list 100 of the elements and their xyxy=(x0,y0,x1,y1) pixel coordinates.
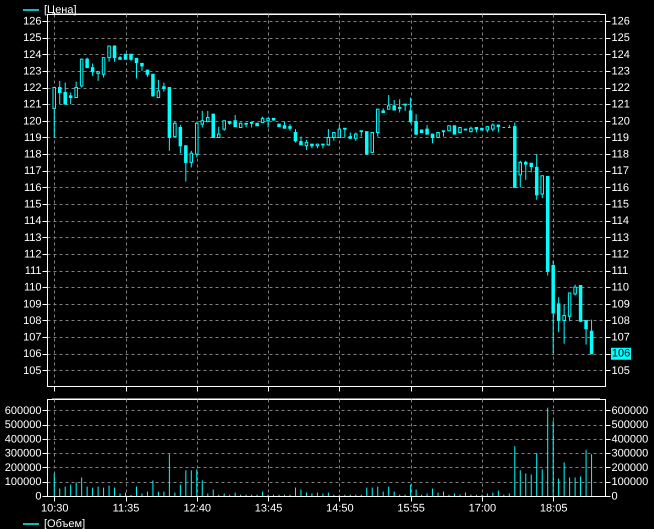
y-tick-label: 120 xyxy=(23,115,42,128)
candlestick xyxy=(392,100,396,110)
y2-tick-label: 500000 xyxy=(612,419,648,432)
y2-tick-label: 300000 xyxy=(612,448,648,460)
candlestick xyxy=(540,175,544,199)
y-tick-label: 106 xyxy=(23,348,42,360)
candlestick xyxy=(222,120,226,132)
candlestick xyxy=(107,45,111,62)
candlestick xyxy=(266,118,270,128)
y-tick-label: 112 xyxy=(24,248,42,260)
candlestick xyxy=(52,87,56,138)
y-tick-label: 114 xyxy=(24,215,42,228)
y2-tick-label: 113 xyxy=(612,232,630,244)
y-tick-label: 200000 xyxy=(4,462,42,474)
candlestick xyxy=(568,292,572,322)
candlestick xyxy=(200,110,204,128)
candlestick xyxy=(529,162,533,173)
y2-tick-label: 400000 xyxy=(612,433,648,446)
y-tick-label: 109 xyxy=(23,298,42,310)
y-tick-label: 118 xyxy=(24,148,42,161)
candlestick xyxy=(68,92,72,105)
candlestick xyxy=(326,128,330,146)
legend-label: [Объем] xyxy=(44,518,86,529)
x-tick-label: 12:40 xyxy=(184,502,212,514)
y-tick-label: 600000 xyxy=(4,404,42,417)
y2-tick-label: 126 xyxy=(612,15,630,28)
y2-tick-label: 119 xyxy=(612,132,630,144)
candlestick xyxy=(386,94,390,110)
candlestick xyxy=(430,134,434,144)
candlestick xyxy=(370,132,374,154)
candlestick xyxy=(211,114,215,138)
candlestick xyxy=(425,124,429,135)
y-tick-label: 107 xyxy=(23,332,42,344)
y2-tick-label: 117 xyxy=(612,165,630,178)
y2-tick-label: 118 xyxy=(612,148,630,161)
candlestick xyxy=(365,131,369,155)
candlestick xyxy=(156,80,160,98)
candlestick xyxy=(518,160,522,188)
candlestick xyxy=(584,320,588,346)
y-tick-label: 125 xyxy=(23,32,42,44)
y2-tick-label: 116 xyxy=(612,182,630,194)
candlestick xyxy=(112,45,116,62)
candlestick xyxy=(90,62,94,76)
y2-tick-label: 123 xyxy=(612,65,630,78)
y-tick-label: 111 xyxy=(24,265,42,278)
candlestick xyxy=(524,160,528,180)
y2-tick-label: 112 xyxy=(612,248,630,260)
candlestick xyxy=(376,108,380,138)
candlestick xyxy=(134,58,138,79)
y-tick-label: 113 xyxy=(24,232,42,244)
y-tick-label: 122 xyxy=(23,82,42,94)
candlestick xyxy=(58,80,62,105)
y-tick-label: 121 xyxy=(23,98,42,111)
y2-tick-label: 124 xyxy=(612,48,630,61)
y2-tick-label: 125 xyxy=(612,32,630,44)
candlestick xyxy=(162,82,166,92)
candlestick xyxy=(102,57,106,78)
y2-tick-label: 115 xyxy=(612,198,630,210)
candlestick xyxy=(398,98,402,113)
candlestick xyxy=(190,150,194,168)
candlestick xyxy=(74,81,78,98)
candlestick xyxy=(206,110,210,122)
y2-tick-label: 200000 xyxy=(612,462,648,474)
y-tick-label: 126 xyxy=(23,15,42,28)
y2-tick-label: 120 xyxy=(612,115,630,128)
y-tick-label: 105 xyxy=(23,364,42,377)
candlestick xyxy=(63,82,67,105)
y2-tick-label: 107 xyxy=(612,332,630,344)
x-tick-label: 11:35 xyxy=(112,502,140,514)
text: 106 xyxy=(612,348,630,360)
candlestick xyxy=(414,114,418,136)
candlestick xyxy=(85,57,89,68)
candlestick xyxy=(573,284,577,296)
candlestick xyxy=(338,124,342,138)
x-tick-label: 18:05 xyxy=(540,502,568,514)
y2-tick-label: 100000 xyxy=(612,476,648,488)
y2-tick-label: 109 xyxy=(612,298,630,310)
candlestick xyxy=(343,128,347,138)
candlestick xyxy=(233,114,237,128)
x-tick-label: 10:30 xyxy=(40,502,69,514)
y2-tick-label: 122 xyxy=(612,82,630,94)
candlestick xyxy=(216,126,220,138)
y-tick-label: 123 xyxy=(23,65,42,78)
y-tick-label: 117 xyxy=(24,165,42,178)
candlestick xyxy=(178,124,182,154)
legend-label: [Цена] xyxy=(44,4,77,16)
y-tick-label: 116 xyxy=(24,182,42,194)
candlestick xyxy=(408,97,412,124)
y2-tick-label: 111 xyxy=(612,265,628,278)
y-tick-label: 500000 xyxy=(4,419,42,432)
x-tick-label: 14:50 xyxy=(326,502,354,514)
y2-tick-label: 121 xyxy=(612,98,630,111)
y-tick-label: 300000 xyxy=(4,448,42,460)
y2-tick-label: 108 xyxy=(612,314,630,327)
y2-tick-label: 0 xyxy=(612,490,618,502)
candlestick xyxy=(562,304,566,344)
x-tick-label: 15:55 xyxy=(397,502,425,514)
candlestick xyxy=(304,139,308,150)
y-tick-label: 124 xyxy=(23,48,42,61)
y2-tick-label: 114 xyxy=(612,215,630,228)
